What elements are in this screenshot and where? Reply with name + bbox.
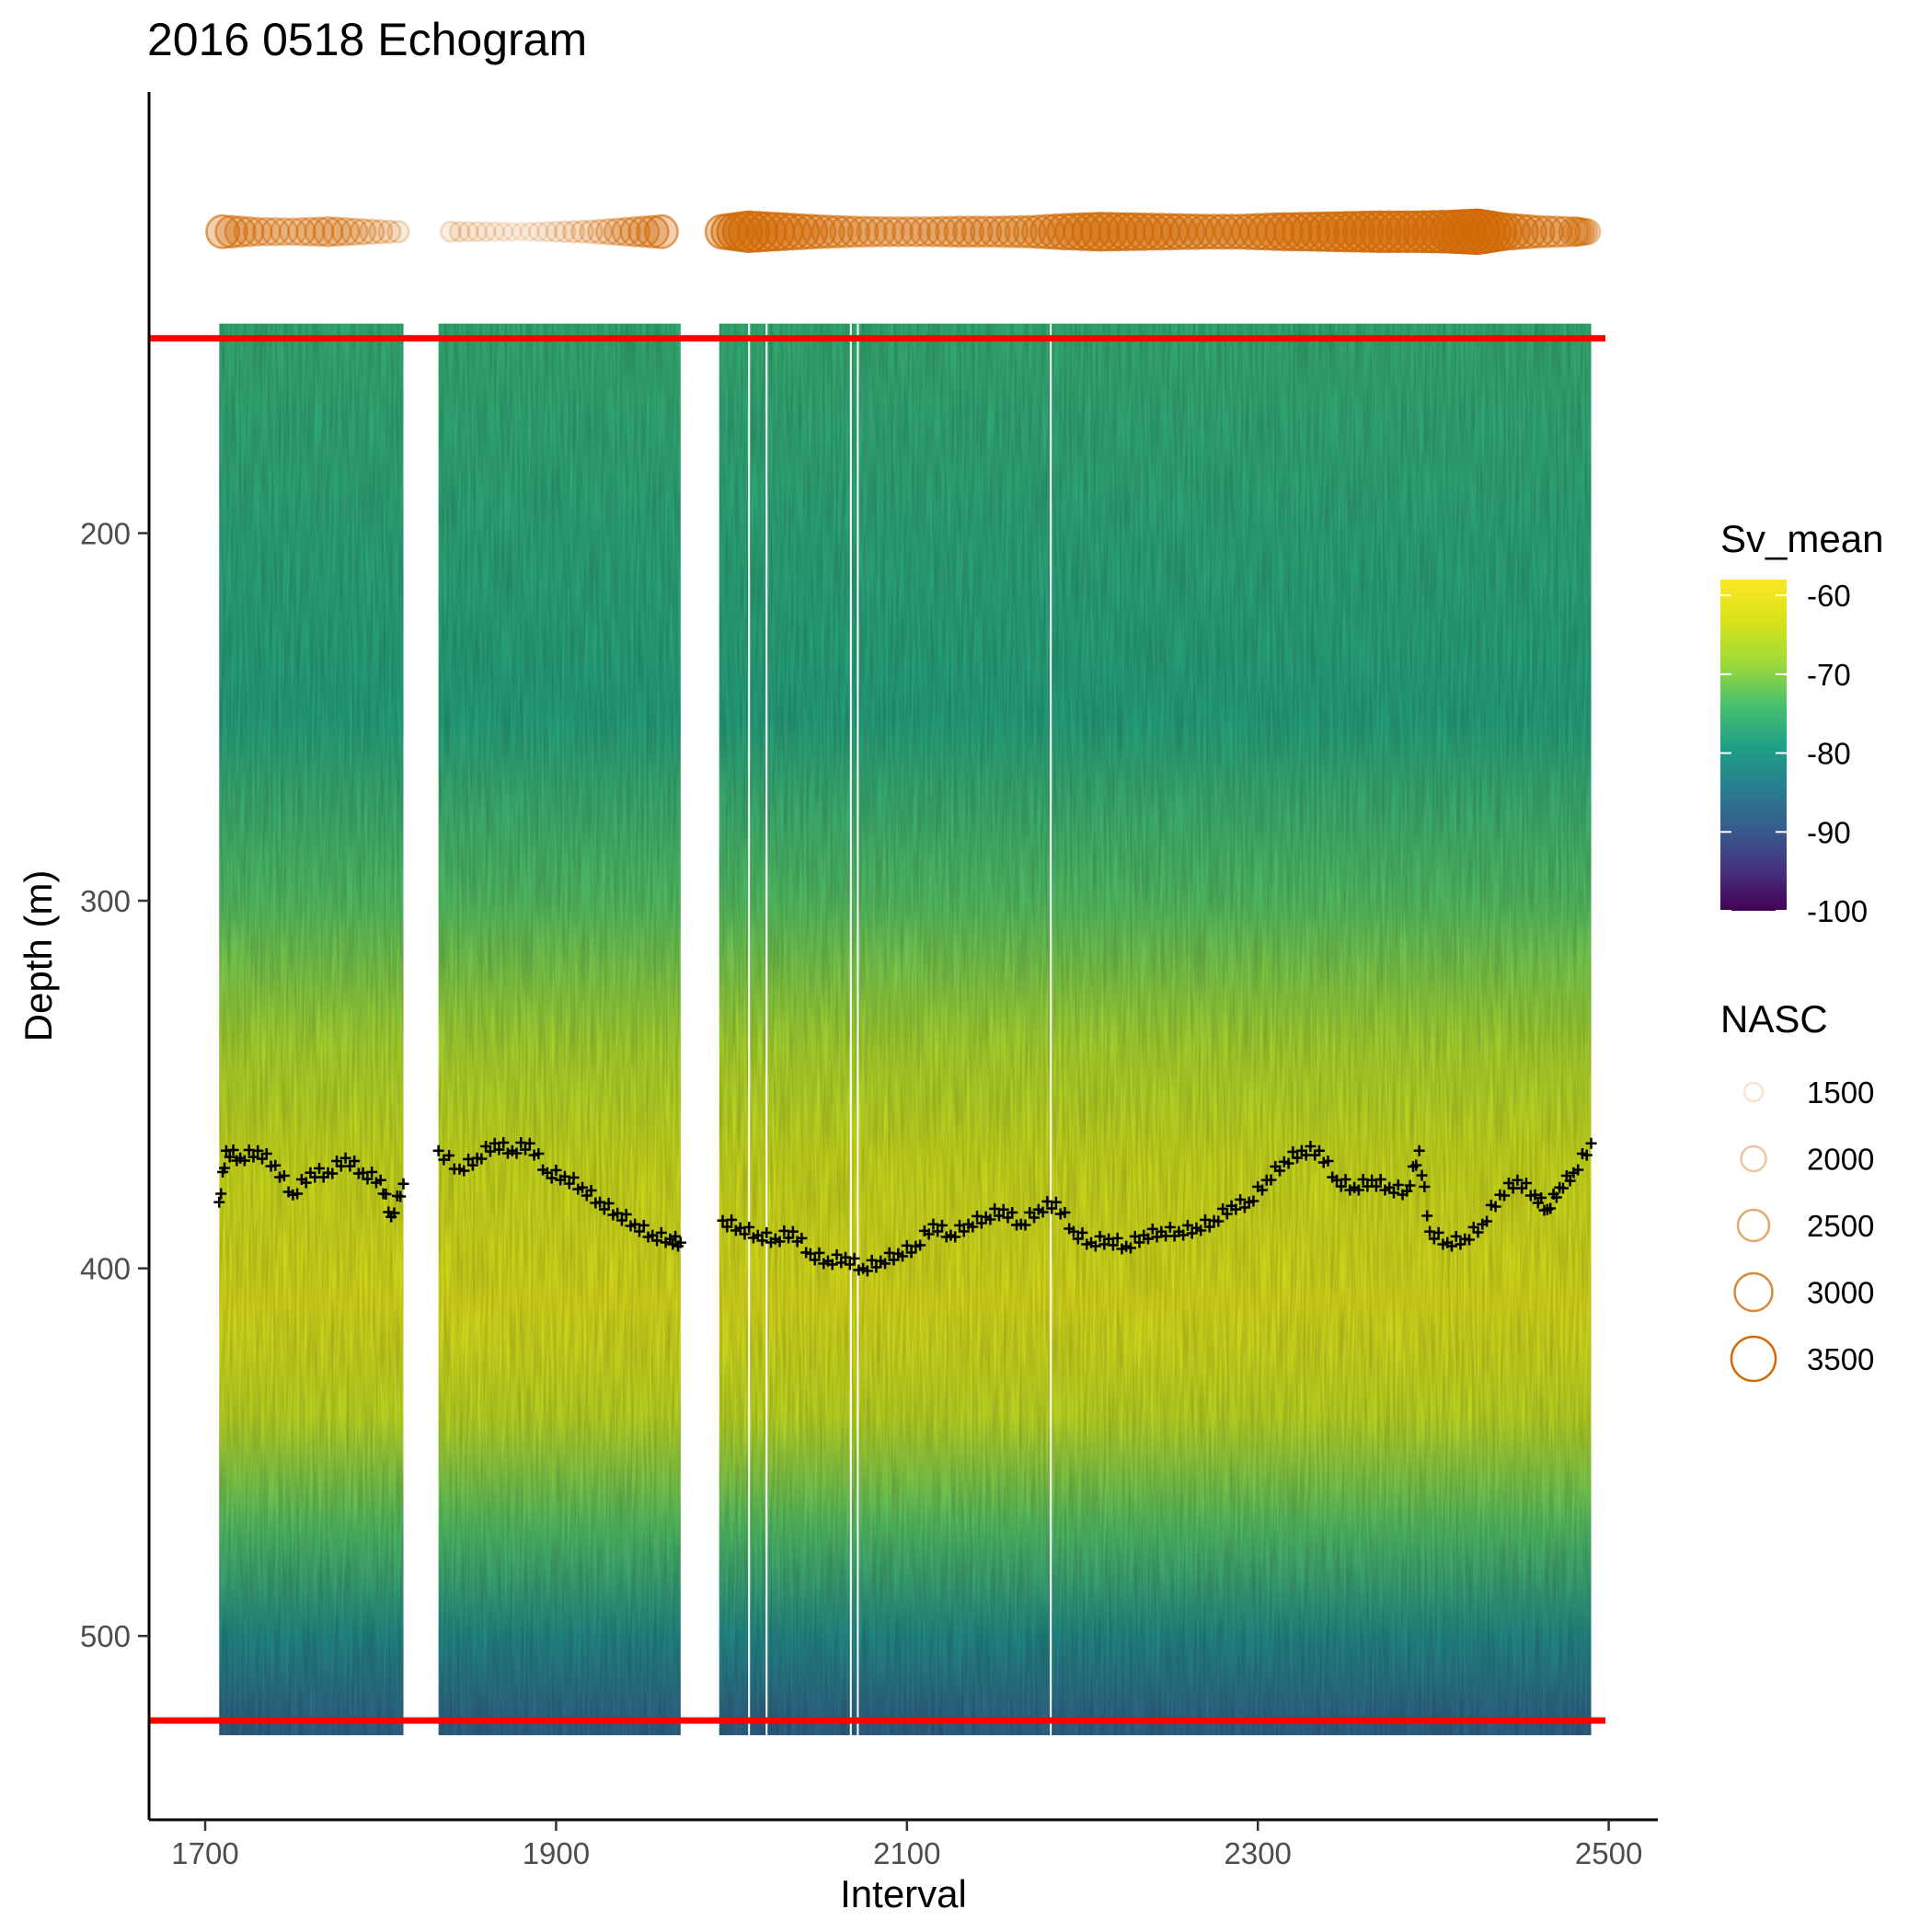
- nasc-legend-label: 3500: [1807, 1342, 1874, 1376]
- nasc-legend-circle: [1744, 1083, 1763, 1101]
- nasc-legend-circle: [1742, 1146, 1766, 1171]
- x-tick-label: 1700: [171, 1836, 238, 1870]
- sv-tick-label: -80: [1807, 737, 1851, 771]
- y-tick-label: 500: [80, 1619, 131, 1653]
- sv-colorbar: [1720, 580, 1787, 911]
- nasc-point: [645, 215, 677, 247]
- sv-segment-texture-0: [219, 324, 403, 1735]
- y-axis-title: Depth (m): [17, 870, 60, 1042]
- x-axis-ticks: 1700 1900 2100 2300 2500: [171, 1820, 1642, 1870]
- nasc-point: [1575, 219, 1600, 244]
- nasc-legend-keys: 1500 2000 2500 3000 3500: [1731, 1075, 1874, 1381]
- sv-segment-texture-1: [439, 324, 681, 1735]
- sv-tick-label: -100: [1807, 894, 1868, 928]
- x-tick-label: 2100: [873, 1836, 940, 1870]
- nasc-legend-label: 1500: [1807, 1075, 1874, 1110]
- x-tick-label: 1900: [523, 1836, 590, 1870]
- legend: Sv_mean -60 -70 -80 -90 -100 NASC 1500 2000 25…: [1720, 517, 1883, 1381]
- nasc-legend-label: 2500: [1807, 1209, 1874, 1243]
- y-tick-label: 300: [80, 884, 131, 918]
- y-tick-label: 400: [80, 1252, 131, 1286]
- plot-panel: [149, 210, 1605, 1735]
- nasc-legend-label: 3000: [1807, 1276, 1874, 1310]
- sv-tick-label: -90: [1807, 815, 1851, 849]
- nasc-legend-circle: [1738, 1210, 1769, 1241]
- nasc-legend-circle: [1735, 1273, 1773, 1311]
- nasc-markers: [206, 210, 1600, 254]
- x-tick-label: 2500: [1575, 1836, 1642, 1870]
- nasc-point: [387, 221, 408, 242]
- y-axis-ticks: 200 300 400 500: [80, 516, 149, 1653]
- nasc-legend-label: 2000: [1807, 1143, 1874, 1177]
- x-axis-title: Interval: [840, 1872, 967, 1915]
- x-tick-label: 2300: [1224, 1836, 1291, 1870]
- chart-title: 2016 0518 Echogram: [147, 14, 587, 65]
- nasc-legend-circle: [1731, 1337, 1776, 1381]
- sv-heatmap: [219, 324, 1591, 1735]
- nasc-legend-title: NASC: [1720, 997, 1828, 1041]
- y-tick-label: 200: [80, 516, 131, 550]
- sv-legend-title: Sv_mean: [1720, 517, 1883, 560]
- sv-tick-label: -70: [1807, 658, 1851, 692]
- sv-tick-label: -60: [1807, 579, 1851, 613]
